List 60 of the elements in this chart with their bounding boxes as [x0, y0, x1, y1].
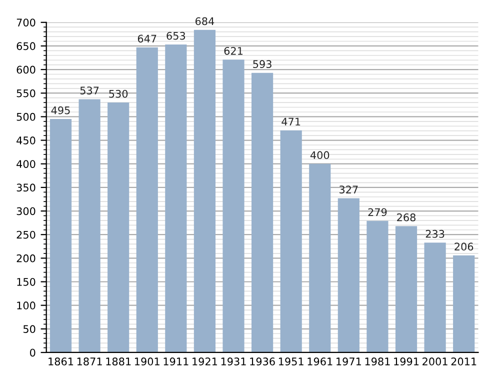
bar [366, 220, 388, 352]
x-tick-label: 1936 [250, 358, 275, 366]
x-tick-label: 1871 [77, 358, 102, 366]
data-label: 684 [196, 17, 214, 26]
bar [50, 119, 72, 352]
x-tick-label: 1861 [48, 358, 74, 366]
bar [108, 102, 130, 352]
data-label: 593 [253, 60, 272, 68]
data-label: 327 [340, 186, 358, 194]
y-tick-label: 350 [16, 184, 36, 192]
bar [252, 72, 274, 352]
x-tick-label: 1931 [221, 358, 246, 366]
bar [424, 242, 446, 352]
data-label: 471 [282, 118, 300, 126]
y-tick-label: 0 [30, 348, 36, 357]
y-tick-label: 550 [16, 89, 36, 98]
x-tick-label: 2001 [422, 358, 448, 366]
bar [338, 198, 360, 352]
y-tick-label: 600 [16, 66, 36, 74]
y-tick-label: 650 [16, 42, 36, 50]
y-tick-label: 50 [23, 325, 36, 334]
x-tick-label: 1951 [278, 358, 304, 366]
y-tick-label: 500 [16, 112, 36, 121]
y-tick-label: 100 [17, 302, 36, 310]
data-label: 621 [224, 46, 242, 55]
x-tick-label: 1881 [106, 358, 131, 366]
x-tick-label: 1961 [308, 358, 332, 366]
y-tick-label: 450 [16, 136, 36, 144]
bar [453, 255, 475, 352]
data-label: 653 [166, 32, 186, 40]
bar [194, 30, 216, 352]
bar [280, 130, 302, 352]
bar [395, 226, 418, 352]
data-label: 530 [109, 90, 128, 98]
x-tick-label: 1921 [192, 358, 218, 366]
data-label: 647 [138, 34, 156, 43]
y-tick-label: 700 [16, 18, 36, 26]
bar [165, 44, 187, 352]
y-tick-label: 300 [16, 207, 36, 216]
data-label: 279 [368, 208, 387, 216]
y-tick-label: 400 [16, 160, 36, 168]
x-tick-label: 1971 [336, 358, 361, 366]
data-label: 233 [426, 230, 444, 238]
data-label: 495 [51, 106, 70, 114]
y-tick-label: 200 [16, 254, 36, 262]
bar [136, 47, 158, 352]
y-tick-label: 150 [17, 278, 36, 286]
bar [309, 164, 331, 352]
x-tick-label: 1981 [365, 358, 390, 366]
y-tick-label: 250 [16, 230, 36, 239]
x-tick-label: 2011 [451, 358, 476, 366]
x-tick-label: 1901 [135, 358, 160, 366]
data-label: 537 [80, 86, 99, 94]
bar [78, 99, 100, 352]
x-tick-label: 1991 [394, 358, 419, 366]
data-label: 206 [454, 242, 474, 251]
x-tick-label: 1911 [164, 358, 188, 366]
data-label: 400 [310, 151, 330, 160]
bar [222, 60, 244, 352]
data-label: 268 [397, 213, 416, 222]
